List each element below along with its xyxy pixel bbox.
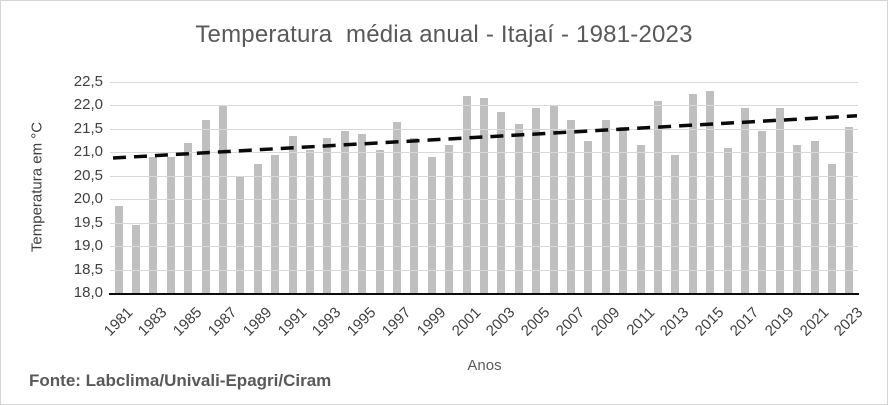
x-tick-label: 1991 (274, 304, 311, 340)
x-tick-label: 2007 (552, 304, 589, 340)
x-tick-label: 1981 (100, 304, 137, 340)
bar-1988 (236, 176, 244, 293)
gridline (110, 223, 858, 224)
x-tick-label: 2019 (761, 304, 798, 340)
bar-1992 (306, 150, 314, 293)
x-tick-label: 2017 (726, 304, 763, 340)
bar-1981 (115, 206, 123, 293)
x-tick-label: 1987 (204, 304, 241, 340)
x-tick-label: 2003 (482, 304, 519, 340)
bar-1990 (271, 155, 279, 293)
y-tick-label: 19,0 (73, 237, 103, 254)
y-tick-label: 19,5 (73, 214, 103, 231)
bar-1996 (376, 150, 384, 293)
x-tick-label: 1997 (378, 304, 415, 340)
bar-2002 (480, 98, 488, 293)
bar-2000 (445, 145, 453, 293)
bar-2005 (532, 108, 540, 293)
x-tick-label: 1989 (239, 304, 276, 340)
bar-1995 (358, 134, 366, 293)
gridline (110, 152, 858, 153)
bar-2007 (567, 120, 575, 293)
x-tick-label: 2001 (448, 304, 485, 340)
bar-2008 (584, 141, 592, 293)
gridline (110, 176, 858, 177)
gridline (110, 105, 858, 106)
y-tick-label: 20,0 (73, 190, 103, 207)
x-tick-label: 1999 (413, 304, 450, 340)
bar-1999 (428, 157, 436, 293)
bar-2019 (776, 108, 784, 293)
bar-2003 (497, 112, 505, 293)
y-tick-label: 22,5 (73, 73, 103, 90)
bar-2012 (654, 101, 662, 293)
bar-2001 (463, 96, 471, 293)
gridline (110, 82, 858, 83)
bar-2009 (602, 120, 610, 293)
bar-2010 (619, 127, 627, 293)
x-tick-label: 2009 (587, 304, 624, 340)
bar-2015 (706, 91, 714, 293)
x-tick-label: 2021 (796, 304, 833, 340)
y-tick-label: 21,5 (73, 120, 103, 137)
chart-title: Temperatura média anual - Itajaí - 1981-… (195, 21, 693, 48)
bar-1994 (341, 131, 349, 293)
bar-2020 (793, 145, 801, 293)
bar-2017 (741, 108, 749, 293)
gridline (110, 199, 858, 200)
bar-1985 (184, 143, 192, 293)
bar-1982 (132, 225, 140, 293)
bar-2004 (515, 124, 523, 293)
x-tick-label: 2023 (830, 304, 867, 340)
x-axis-line (109, 293, 859, 295)
gridline (110, 246, 858, 247)
bar-2016 (724, 148, 732, 293)
bar-2018 (758, 131, 766, 293)
bar-2022 (828, 164, 836, 293)
bar-1989 (254, 164, 262, 293)
bar-1983 (149, 157, 157, 293)
bar-1993 (323, 138, 331, 293)
y-tick-label: 18,5 (73, 261, 103, 278)
x-tick-label: 1985 (169, 304, 206, 340)
x-tick-label: 1983 (134, 304, 171, 340)
bar-2014 (689, 94, 697, 293)
bar-1997 (393, 122, 401, 293)
y-axis-title: Temperatura em °C (28, 121, 46, 253)
bar-2023 (845, 127, 853, 293)
bar-1984 (167, 157, 175, 293)
bar-1991 (289, 136, 297, 293)
y-tick-label: 21,0 (73, 143, 103, 160)
x-tick-label: 1993 (308, 304, 345, 340)
bar-1998 (410, 138, 418, 293)
y-tick-label: 22,0 (73, 96, 103, 113)
x-axis-title: Anos (467, 357, 502, 374)
x-tick-label: 2011 (623, 304, 659, 339)
x-tick-label: 2013 (656, 304, 693, 340)
bar-1986 (202, 120, 210, 293)
gridline (110, 270, 858, 271)
bar-2013 (671, 155, 679, 293)
y-tick-label: 20,5 (73, 167, 103, 184)
x-tick-label: 2015 (691, 304, 728, 340)
bar-2011 (637, 145, 645, 293)
bar-2021 (811, 141, 819, 293)
x-tick-label: 2005 (517, 304, 554, 340)
source-note: Fonte: Labclima/Univali-Epagri/Ciram (29, 371, 332, 390)
y-tick-label: 18,0 (73, 284, 103, 301)
x-tick-label: 1995 (343, 304, 380, 340)
gridline (110, 129, 858, 130)
